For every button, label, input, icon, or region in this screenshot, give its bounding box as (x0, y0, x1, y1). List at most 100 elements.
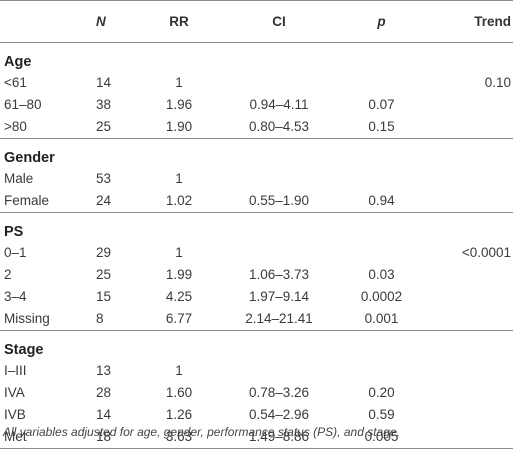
row-rr: 1.96 (165, 97, 193, 112)
row-rr: 4.25 (165, 289, 193, 304)
row-ci: 0.78–3.26 (248, 385, 310, 400)
header-p: p (344, 0, 419, 43)
row-label: Male (4, 171, 34, 186)
header-ci: CI (214, 0, 344, 43)
row-p: 0.0002 (360, 289, 403, 304)
row-n: 13 (96, 363, 112, 378)
row-trend (419, 360, 513, 382)
section-title: Age (4, 54, 32, 70)
row-ci (214, 168, 344, 190)
row-n: 15 (96, 289, 112, 304)
row-ci: 0.80–4.53 (248, 119, 310, 134)
row-trend (419, 426, 513, 449)
section-title: Gender (0, 138, 513, 168)
table-row: IVB 14 1.26 0.54–2.96 0.59 (0, 404, 513, 426)
row-rr: 3.63 (144, 426, 214, 449)
header-n: N (82, 0, 144, 43)
row-rr: 1.02 (165, 193, 193, 208)
row-label: IVB (4, 407, 26, 422)
row-p: 0.94 (368, 193, 395, 208)
row-n: 8 (96, 311, 104, 326)
row-p: 0.59 (368, 407, 395, 422)
row-p (344, 360, 419, 382)
section-header-row: PS (0, 212, 513, 242)
row-trend (419, 264, 513, 286)
row-n: 29 (96, 245, 112, 260)
table-row: Missing 8 6.77 2.14–21.41 0.001 (0, 308, 513, 331)
row-ci: 0.54–2.96 (248, 407, 310, 422)
row-n: 25 (96, 119, 112, 134)
section-title: PS (0, 212, 513, 242)
table-row: IVA 28 1.60 0.78–3.26 0.20 (0, 382, 513, 404)
row-trend (419, 94, 513, 116)
row-trend (419, 168, 513, 190)
row-ci: 0.94–4.11 (249, 97, 309, 112)
row-p: 0.07 (368, 97, 395, 112)
row-ci: 1.97–9.14 (248, 289, 310, 304)
row-rr: 1 (175, 75, 183, 90)
header-row: N RR CI p Trend (0, 0, 513, 43)
section-header-row: Age (0, 43, 513, 73)
row-label: Female (4, 193, 50, 208)
table-row: 61–80 38 1.96 0.94–4.11 0.07 (0, 94, 513, 116)
row-trend: <0.0001 (461, 245, 511, 260)
row-trend: 0.10 (484, 75, 511, 90)
row-rr: 1 (175, 245, 183, 260)
row-trend (419, 286, 513, 308)
table-footnote: All variables adjusted for age, gender, … (3, 425, 400, 439)
row-ci (214, 72, 344, 94)
row-trend (419, 116, 513, 139)
row-rr: 6.77 (165, 311, 193, 326)
table-row: Male 53 1 (0, 168, 513, 190)
row-n: 53 (96, 171, 112, 186)
row-label: >80 (4, 119, 27, 134)
table-row: 3–4 15 4.25 1.97–9.14 0.0002 (0, 286, 513, 308)
header-trend: Trend (419, 0, 513, 43)
row-p: 0.15 (368, 119, 395, 134)
section-title: Stage (0, 330, 513, 360)
row-rr: 1.26 (165, 407, 193, 422)
row-n: 14 (96, 407, 112, 422)
row-p (344, 168, 419, 190)
row-label: Missing (4, 311, 50, 326)
row-rr: 1.60 (165, 385, 193, 400)
row-ci (214, 360, 344, 382)
row-rr: 1 (175, 363, 183, 378)
row-rr: 1 (175, 171, 183, 186)
row-n: 14 (96, 75, 112, 90)
row-label: I–III (4, 363, 27, 378)
table-row: 2 25 1.99 1.06–3.73 0.03 (0, 264, 513, 286)
row-rr: 1.99 (165, 267, 193, 282)
row-n: 38 (96, 97, 112, 112)
row-p (344, 242, 419, 264)
row-ci (214, 242, 344, 264)
section-header-row: Gender (0, 138, 513, 168)
row-ci: 1.06–3.73 (248, 267, 310, 282)
row-label: 2 (4, 267, 12, 282)
table-row: <61 14 1 0.10 (0, 72, 513, 94)
row-p: 0.001 (364, 311, 399, 326)
header-label (0, 0, 82, 43)
header-rr: RR (144, 0, 214, 43)
row-rr: 1.90 (165, 119, 193, 134)
section-header-row: Stage (0, 330, 513, 360)
row-label: 61–80 (4, 97, 42, 112)
row-label: 3–4 (4, 289, 27, 304)
table-row: I–III 13 1 (0, 360, 513, 382)
row-p (344, 72, 419, 94)
row-trend (419, 404, 513, 426)
table-body: Age <61 14 1 0.10 61–80 38 1.96 0.94–4.11 0.07 >80… (0, 43, 513, 449)
table-row: Female 24 1.02 0.55–1.90 0.94 (0, 190, 513, 213)
row-n: 28 (96, 385, 112, 400)
row-label: 0–1 (4, 245, 27, 260)
row-ci: 2.14–21.41 (245, 311, 313, 326)
row-n: 24 (96, 193, 112, 208)
table-row: 0–1 29 1 <0.0001 (0, 242, 513, 264)
row-label: IVA (4, 385, 25, 400)
row-p: 0.03 (368, 267, 395, 282)
row-n: 25 (96, 267, 112, 282)
table-row: >80 25 1.90 0.80–4.53 0.15 (0, 116, 513, 139)
row-p: 0.20 (368, 385, 395, 400)
row-trend (419, 308, 513, 331)
